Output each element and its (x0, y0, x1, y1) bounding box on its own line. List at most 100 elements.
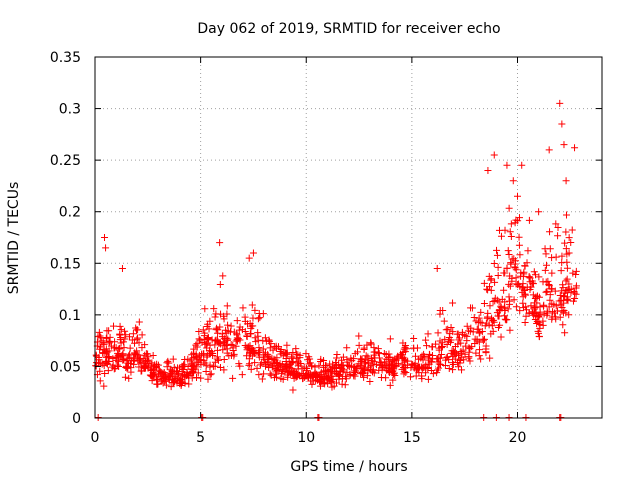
data-point (454, 363, 462, 371)
data-point (552, 253, 560, 261)
data-point (186, 357, 194, 365)
data-point (468, 304, 476, 312)
data-point (546, 245, 554, 253)
data-point (122, 331, 130, 339)
data-point (400, 363, 408, 371)
data-point (96, 377, 104, 385)
data-point (441, 362, 449, 370)
data-point (475, 314, 483, 322)
data-point (436, 337, 444, 345)
data-point (233, 335, 241, 343)
data-point (536, 320, 544, 328)
data-point (333, 354, 341, 362)
data-point (386, 368, 394, 376)
data-point (563, 264, 571, 272)
chart-title: Day 062 of 2019, SRMTID for receiver ech… (197, 21, 500, 37)
data-point (558, 304, 566, 312)
data-point (569, 297, 577, 305)
data-point (482, 348, 490, 356)
data-point (558, 120, 566, 128)
y-tick-label: 0 (72, 411, 81, 427)
axis-ticks: 0 0.05 0.1 0.15 0.2 0.25 0.3 0.35 0 5 10 15 20 (50, 50, 602, 446)
data-point (162, 381, 170, 389)
data-point (244, 320, 251, 328)
data-point (268, 354, 276, 362)
data-point (484, 166, 492, 174)
data-point (275, 361, 283, 369)
data-point (160, 372, 168, 380)
data-point (289, 354, 297, 362)
data-point (477, 355, 485, 363)
data-point (501, 312, 509, 320)
data-point (476, 318, 484, 326)
data-point (539, 317, 547, 325)
data-point (496, 321, 504, 329)
data-point (185, 380, 193, 388)
data-point (225, 352, 233, 360)
data-point (277, 375, 285, 383)
data-point (169, 355, 177, 363)
data-point (219, 346, 227, 354)
data-point (205, 325, 213, 333)
data-point (203, 353, 211, 361)
data-point (515, 214, 523, 222)
data-point (117, 326, 125, 334)
data-point (288, 358, 296, 366)
data-point (249, 249, 257, 257)
data-point (514, 192, 521, 200)
data-point (164, 357, 172, 365)
data-point (393, 356, 401, 364)
data-point (112, 344, 120, 352)
data-point (110, 322, 118, 330)
data-point (141, 357, 149, 365)
data-point (497, 333, 505, 341)
data-point (480, 300, 488, 308)
data-point (505, 413, 513, 421)
data-point (540, 301, 548, 309)
data-point (217, 340, 225, 348)
data-point (548, 308, 556, 316)
data-point (377, 359, 385, 367)
data-point (153, 360, 161, 368)
data-point (251, 334, 259, 342)
data-point (252, 338, 260, 346)
data-point (516, 307, 524, 315)
data-point (232, 337, 240, 345)
data-point (447, 336, 455, 344)
data-point (449, 347, 457, 355)
data-point (315, 413, 323, 421)
data-point (541, 266, 549, 274)
data-point (487, 330, 495, 338)
data-point (210, 305, 218, 313)
data-point (307, 362, 315, 370)
data-point (390, 357, 398, 365)
data-point (506, 228, 514, 236)
data-point (260, 370, 268, 378)
data-point (470, 314, 478, 322)
data-point (100, 339, 108, 347)
data-point (131, 339, 139, 347)
data-point (94, 333, 102, 341)
data-point (243, 343, 251, 351)
data-point (103, 327, 111, 335)
x-tick-label: 20 (509, 430, 527, 446)
data-point (403, 345, 411, 353)
data-point (523, 283, 531, 291)
data-point (211, 337, 219, 345)
data-point (384, 355, 392, 363)
data-point (418, 375, 426, 383)
data-point (544, 309, 552, 317)
data-point (511, 219, 519, 227)
data-point (563, 286, 571, 294)
data-point (525, 273, 533, 281)
data-point (505, 204, 513, 212)
data-point (358, 357, 366, 365)
data-point (199, 326, 207, 334)
data-point (155, 370, 163, 378)
data-point (449, 299, 457, 307)
data-point (321, 378, 329, 386)
data-point (162, 371, 170, 379)
data-point (200, 357, 208, 365)
data-point (241, 313, 249, 321)
data-point (233, 317, 241, 325)
